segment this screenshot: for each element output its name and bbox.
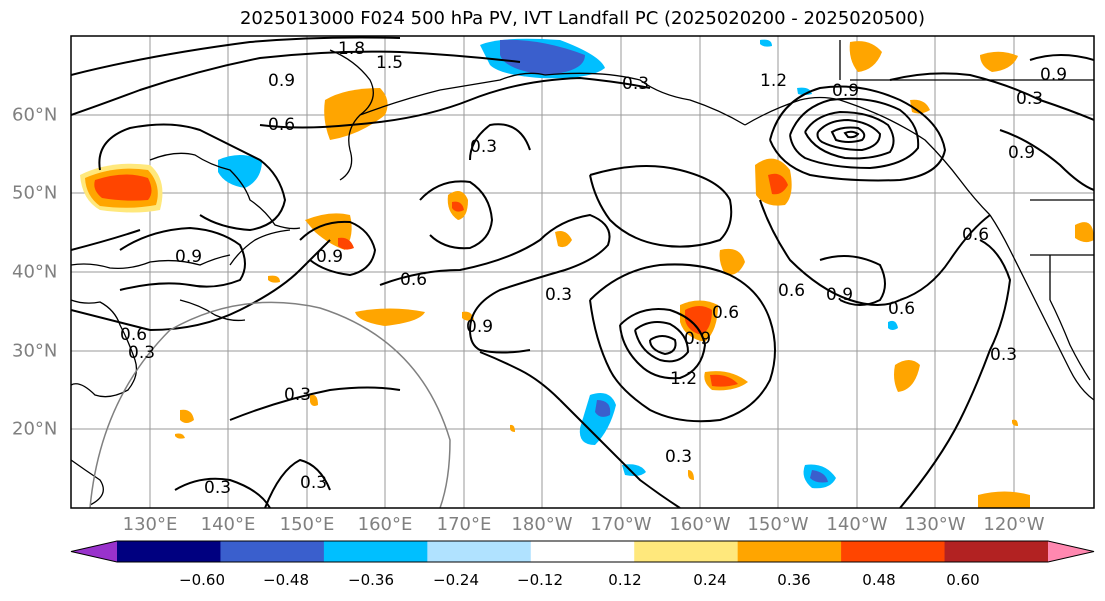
contour-label: 0.6 (400, 270, 427, 290)
lon-label: 130°W (904, 514, 966, 535)
colorbar-arrow-right (1048, 541, 1094, 562)
lon-label: 140°W (826, 514, 888, 535)
contour-label: 0.3 (128, 343, 155, 363)
reference-circle (89, 301, 451, 508)
contour-label: 1.5 (376, 53, 403, 73)
contour-label: 0.3 (622, 74, 649, 94)
lat-label: 50°N (12, 182, 58, 204)
coastlines (71, 40, 1094, 506)
contour-label: 0.9 (826, 285, 853, 305)
contour-label: 0.3 (300, 473, 327, 493)
colorbar-segment (220, 541, 325, 562)
lon-label: 170°W (590, 514, 652, 535)
colorbar-segment (117, 541, 221, 562)
contour-label: 0.9 (316, 247, 343, 267)
lon-label: 150°E (279, 514, 335, 535)
colorbar-tick: −0.24 (433, 571, 479, 589)
contour-label: 1.2 (760, 71, 787, 91)
lon-label: 120°W (983, 514, 1045, 535)
lon-label: 160°W (669, 514, 731, 535)
contour-labels: 1.8 1.5 0.9 0.6 0.3 0.3 0.9 0.9 0.6 0.3 … (120, 39, 1067, 498)
colorbar-arrow-left (71, 541, 117, 562)
lat-label: 60°N (12, 104, 58, 126)
map-title: 2025013000 F024 500 hPa PV, IVT Landfall… (239, 8, 926, 29)
colorbar-tick: 0.24 (693, 571, 727, 589)
contour-label: 0.3 (665, 447, 692, 467)
colorbar-segment (841, 541, 946, 562)
lon-label: 170°E (436, 514, 492, 535)
colorbar-tick: 0.36 (777, 571, 811, 589)
lat-label: 40°N (12, 261, 58, 283)
colorbar (70, 540, 1095, 563)
lat-label: 30°N (12, 340, 58, 362)
contour-label: 0.9 (832, 81, 859, 101)
colorbar-segment (634, 541, 739, 562)
contour-label: 0.9 (1040, 65, 1067, 85)
colorbar-tick: −0.12 (517, 571, 563, 589)
colorbar-segment (323, 541, 428, 562)
contour-label: 0.6 (778, 281, 805, 301)
contour-label: 0.3 (545, 285, 572, 305)
contour-label: 0.6 (268, 115, 295, 135)
contour-label: 0.9 (466, 317, 493, 337)
colorbar-tick: −0.36 (348, 571, 394, 589)
colorbar-segment (944, 541, 1049, 562)
contour-label: 0.3 (990, 345, 1017, 365)
contour-label: 0.9 (1008, 143, 1035, 163)
contour-label: 0.3 (204, 478, 231, 498)
lon-label: 130°E (122, 514, 178, 535)
contour-label: 0.9 (268, 71, 295, 91)
colorbar-tick: −0.48 (263, 571, 309, 589)
pv-fill-negative (218, 38, 898, 489)
contour-label: 0.3 (1016, 89, 1043, 109)
lat-label: 20°N (12, 418, 58, 440)
lon-label: 160°E (357, 514, 413, 535)
contour-label: 0.6 (120, 325, 147, 345)
colorbar-tick: 0.48 (862, 571, 896, 589)
contour-label: 0.3 (284, 385, 311, 405)
contour-label: 0.6 (962, 225, 989, 245)
colorbar-segment (427, 541, 532, 562)
contour-label: 0.9 (175, 247, 202, 267)
contour-label: 1.8 (338, 39, 365, 59)
contour-label: 1.2 (670, 369, 697, 389)
colorbar-tick: 0.60 (946, 571, 980, 589)
contour-label: 0.3 (470, 137, 497, 157)
lon-label: 180°W (511, 514, 573, 535)
colorbar-segment (737, 541, 842, 562)
lon-label: 150°W (747, 514, 809, 535)
map-frame (70, 35, 1095, 509)
contour-label: 0.9 (684, 329, 711, 349)
contour-label: 0.6 (888, 299, 915, 319)
colorbar-tick: −0.60 (179, 571, 225, 589)
colorbar-tick: 0.12 (608, 571, 642, 589)
lon-label: 140°E (200, 514, 256, 535)
contour-label: 0.6 (712, 303, 739, 323)
pv-contours (71, 36, 1094, 508)
colorbar-segment (530, 541, 635, 562)
colorbar-outline (70, 540, 1095, 563)
